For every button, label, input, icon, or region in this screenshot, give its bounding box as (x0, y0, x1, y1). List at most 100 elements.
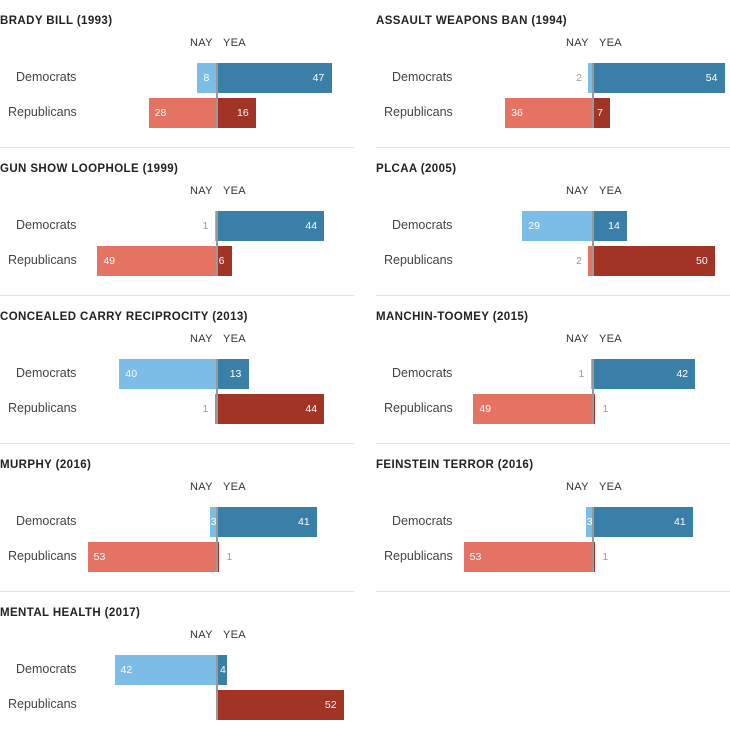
vote-charts-grid: BRADY BILL (1993) NAY YEA Democrats 8 47 Repub… (0, 0, 730, 720)
row-label-republicans: Republicans (384, 401, 453, 415)
yea-value-label: 41 (298, 516, 310, 528)
nay-value-label: 49 (479, 403, 492, 415)
chart-title: BRADY BILL (1993) (0, 15, 113, 27)
vote-chart-panel: MANCHIN-TOOMEY (2015) NAY YEA Democrats 1 42 R… (376, 296, 730, 444)
yea-bar (217, 359, 249, 389)
nay-bar (209, 507, 217, 537)
nay-header: NAY (566, 481, 589, 493)
yea-value-label: 41 (674, 516, 686, 528)
row-label-republicans: Republicans (384, 105, 453, 119)
yea-bar (217, 394, 325, 424)
yea-value-label: 47 (312, 72, 325, 84)
vote-chart-panel: FEINSTEIN TERROR (2016) NAY YEA Democrats 3 4… (376, 444, 730, 592)
yea-bar (593, 246, 715, 276)
nay-bar (119, 359, 217, 389)
nay-value-label: 2 (576, 255, 582, 267)
yea-bar (217, 690, 344, 720)
row-label-democrats: Democrats (392, 514, 453, 528)
yea-bar (217, 655, 227, 685)
nay-value-label: 36 (511, 107, 523, 119)
vote-chart-panel: CONCEALED CARRY RECIPROCITY (2013) NAY YEA… (0, 296, 354, 444)
row-label-democrats: Democrats (16, 70, 77, 84)
yea-value-label: 52 (324, 699, 337, 711)
yea-bar (217, 211, 325, 241)
yea-bar (217, 542, 220, 572)
yea-header: YEA (599, 333, 622, 345)
yea-value-label: 1 (602, 403, 609, 415)
nay-bar (505, 98, 593, 128)
nay-value-label: 3 (586, 516, 593, 528)
nay-bar (214, 211, 217, 241)
center-axis (216, 359, 218, 424)
yea-value-label: 1 (226, 551, 233, 563)
chart-title: FEINSTEIN TERROR (2016) (376, 459, 534, 471)
nay-value-label: 42 (120, 664, 133, 676)
yea-bar (217, 246, 232, 276)
nay-value-label: 1 (202, 220, 209, 232)
yea-header: YEA (223, 629, 246, 641)
nay-value-label: 2 (576, 72, 582, 84)
yea-value-label: 1 (602, 551, 609, 563)
nay-bar (87, 542, 217, 572)
nay-header: NAY (190, 481, 213, 493)
row-label-democrats: Democrats (392, 218, 453, 232)
center-axis (216, 63, 218, 128)
chart-title: GUN SHOW LOOPHOLE (1999) (0, 163, 179, 175)
nay-value-label: 49 (103, 255, 116, 267)
nay-value-label: 28 (154, 107, 167, 119)
nay-bar (197, 63, 217, 93)
nay-bar (588, 246, 593, 276)
center-axis (216, 507, 218, 572)
yea-bar (593, 359, 696, 389)
row-label-democrats: Democrats (392, 70, 453, 84)
nay-value-label: 29 (528, 220, 540, 232)
nay-bar (590, 359, 593, 389)
panel-divider (0, 295, 354, 296)
yea-value-label: 6 (218, 255, 225, 267)
center-axis (216, 211, 218, 276)
yea-bar (593, 211, 628, 241)
panel-divider (0, 591, 354, 592)
nay-bar (588, 63, 593, 93)
row-label-republicans: Republicans (8, 253, 77, 267)
nay-value-label: 1 (202, 403, 209, 415)
nay-header: NAY (190, 333, 213, 345)
row-label-republicans: Republicans (8, 697, 77, 711)
center-axis (592, 359, 594, 424)
nay-bar (114, 655, 217, 685)
nay-header: NAY (566, 333, 589, 345)
row-label-republicans: Republicans (8, 549, 77, 563)
vote-chart-panel: GUN SHOW LOOPHOLE (1999) NAY YEA Democrats 1… (0, 148, 354, 296)
row-label-republicans: Republicans (384, 549, 453, 563)
panel-divider (376, 295, 730, 296)
nay-bar (473, 394, 593, 424)
row-label-republicans: Republicans (8, 401, 77, 415)
yea-bar (217, 98, 257, 128)
chart-title: PLCAA (2005) (376, 163, 457, 175)
nay-value-label: 53 (93, 551, 106, 563)
nay-bar (148, 98, 217, 128)
yea-value-label: 44 (305, 403, 318, 415)
yea-value-label: 44 (305, 220, 318, 232)
chart-title: MURPHY (2016) (0, 459, 92, 471)
yea-bar (593, 98, 611, 128)
yea-header: YEA (599, 37, 622, 49)
nay-header: NAY (190, 37, 213, 49)
vote-chart-panel: MURPHY (2016) NAY YEA Democrats 3 41 Republica… (0, 444, 354, 592)
nay-header: NAY (190, 629, 213, 641)
nay-bar (463, 542, 593, 572)
center-axis (592, 507, 594, 572)
nay-header: NAY (566, 185, 589, 197)
yea-header: YEA (599, 185, 622, 197)
yea-value-label: 42 (676, 368, 689, 380)
yea-bar (593, 63, 725, 93)
chart-title: CONCEALED CARRY RECIPROCITY (2013) (0, 311, 248, 323)
yea-value-label: 4 (220, 664, 226, 676)
yea-header: YEA (223, 481, 246, 493)
nay-value-label: 40 (125, 368, 138, 380)
row-label-republicans: Republicans (384, 253, 453, 267)
vote-chart-panel: BRADY BILL (1993) NAY YEA Democrats 8 47 Repub… (0, 0, 354, 148)
yea-bar (217, 63, 332, 93)
nay-bar (585, 507, 593, 537)
center-axis (592, 63, 594, 128)
